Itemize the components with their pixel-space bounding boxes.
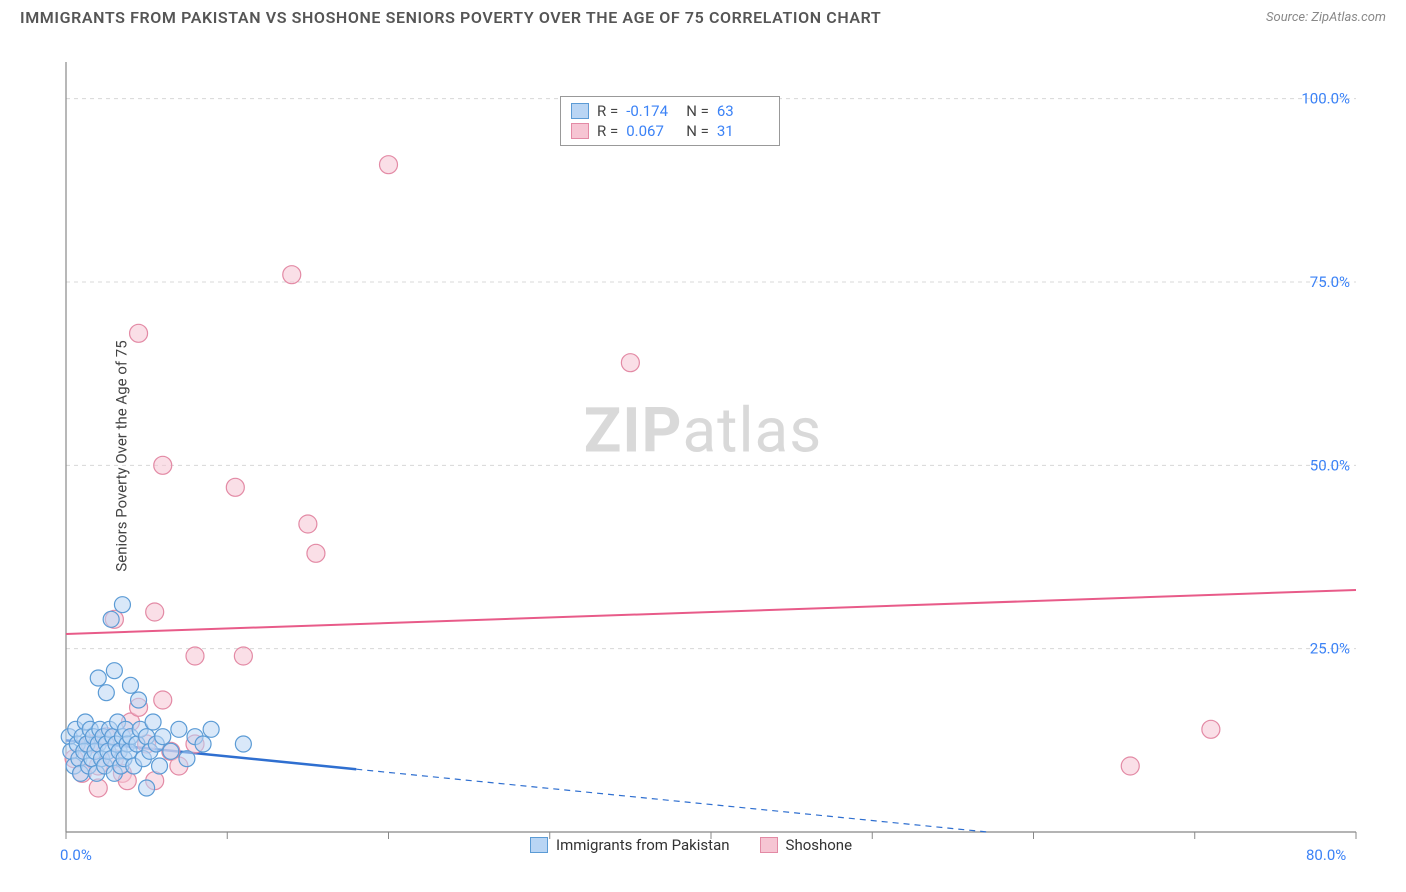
scatter-plot: 25.0% 50.0% 75.0% 100.0% bbox=[50, 40, 1386, 872]
series-legend: Immigrants from Pakistan Shoshone bbox=[530, 836, 852, 854]
chart-container: Seniors Poverty Over the Age of 75 ZIPat… bbox=[20, 40, 1386, 872]
n-label: N = bbox=[686, 122, 709, 140]
stats-row: R = 0.067 N = 31 bbox=[571, 121, 769, 141]
n-value: 31 bbox=[717, 122, 769, 140]
chart-title: IMMIGRANTS FROM PAKISTAN VS SHOSHONE SEN… bbox=[20, 8, 881, 27]
r-label: R = bbox=[597, 122, 618, 140]
svg-text:50.0%: 50.0% bbox=[1310, 456, 1350, 474]
legend-item: Immigrants from Pakistan bbox=[530, 836, 730, 854]
r-value: -0.174 bbox=[626, 102, 678, 120]
legend-item: Shoshone bbox=[760, 836, 853, 854]
stats-row: R = -0.174 N = 63 bbox=[571, 101, 769, 121]
legend-swatch bbox=[571, 123, 589, 139]
n-label: N = bbox=[686, 102, 709, 120]
r-value: 0.067 bbox=[626, 122, 678, 140]
source-attribution: Source: ZipAtlas.com bbox=[1266, 10, 1386, 25]
x-axis-min-label: 0.0% bbox=[60, 846, 92, 864]
svg-text:75.0%: 75.0% bbox=[1310, 273, 1350, 291]
n-value: 63 bbox=[717, 102, 769, 120]
correlation-stats-box: R = -0.174 N = 63 R = 0.067 N = 31 bbox=[560, 96, 780, 146]
legend-label: Immigrants from Pakistan bbox=[556, 836, 730, 854]
svg-text:25.0%: 25.0% bbox=[1310, 640, 1350, 658]
svg-text:100.0%: 100.0% bbox=[1301, 90, 1350, 108]
legend-swatch bbox=[530, 837, 548, 853]
legend-swatch bbox=[571, 103, 589, 119]
legend-swatch bbox=[760, 837, 778, 853]
legend-label: Shoshone bbox=[786, 836, 853, 854]
x-axis-max-label: 80.0% bbox=[1306, 846, 1346, 864]
r-label: R = bbox=[597, 102, 618, 120]
